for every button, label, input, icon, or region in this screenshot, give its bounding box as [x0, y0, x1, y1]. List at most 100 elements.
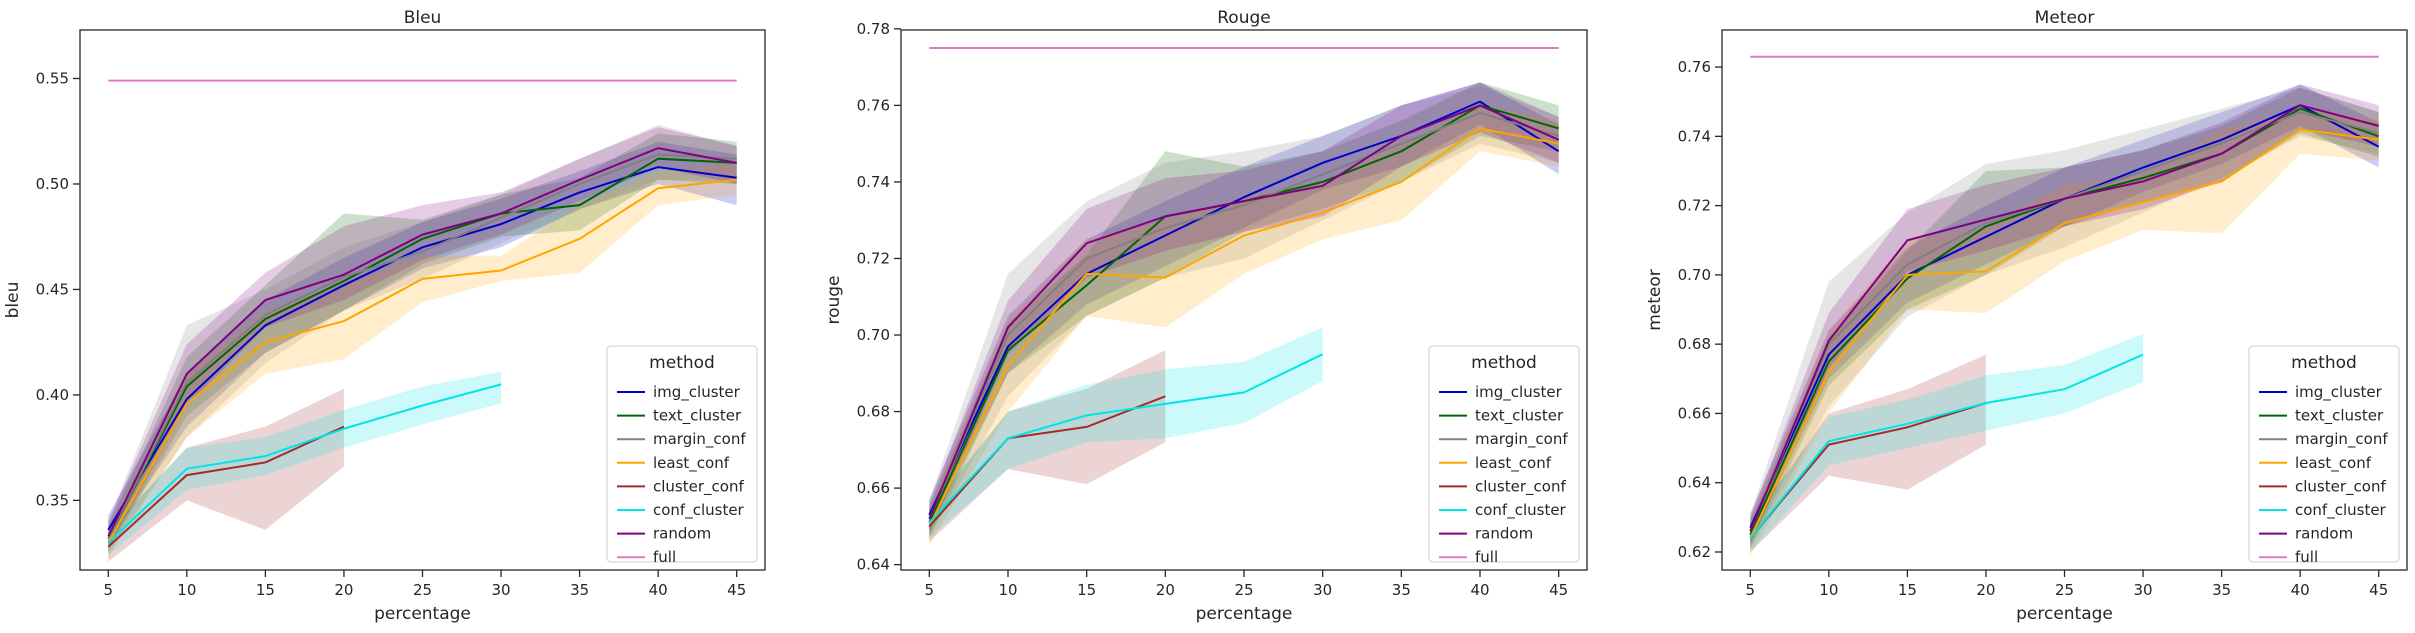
band-cluster_conf [929, 350, 1166, 542]
y-tick-label: 0.74 [857, 173, 890, 191]
x-tick-label: 15 [1077, 581, 1096, 599]
legend-label-conf_cluster: conf_cluster [1475, 501, 1567, 520]
x-axis-label: percentage [2016, 604, 2113, 624]
x-tick-label: 40 [649, 581, 668, 599]
y-tick-label: 0.68 [857, 403, 890, 421]
legend-label-random: random [1475, 525, 1533, 543]
series-line-least_conf [1749, 128, 2379, 539]
series-line-cluster_conf [928, 395, 1166, 528]
legend-box [2248, 345, 2400, 563]
series-line-conf_cluster [1749, 353, 2144, 539]
legend-label-cluster_conf: cluster_conf [1475, 477, 1566, 496]
legend-label-random: random [653, 525, 711, 543]
y-tick-label: 0.74 [1678, 127, 1711, 145]
series-line-random [928, 104, 1560, 520]
y-tick-label: 0.45 [36, 280, 69, 298]
legend-label-img_cluster: img_cluster [2295, 383, 2383, 402]
x-tick-label: 30 [492, 581, 511, 599]
legend-label-cluster_conf: cluster_conf [2295, 477, 2386, 496]
y-tick-label: 0.35 [36, 491, 69, 509]
legend-label-full: full [653, 548, 676, 566]
band-least_conf [1750, 108, 2379, 556]
legend-label-least_conf: least_conf [653, 454, 730, 473]
band-conf_cluster [929, 327, 1323, 538]
legend-label-cluster_conf: cluster_conf [653, 477, 744, 496]
y-tick-label: 0.40 [36, 386, 69, 404]
x-tick-label: 20 [1156, 581, 1175, 599]
series-line-conf_cluster [107, 383, 502, 544]
series-line-least_conf [928, 127, 1559, 527]
y-tick-label: 0.70 [1678, 266, 1711, 284]
legend-box [606, 345, 758, 563]
chart-title: Meteor [2035, 8, 2095, 28]
band-cluster_conf [108, 388, 344, 562]
x-tick-label: 45 [727, 581, 746, 599]
chart-panel-1: 5 10 15 20 25 30 35 40 45 0.64 0.66 0.68 0.70 0.72 0.7… [824, 8, 1588, 624]
y-tick-label: 0.66 [1678, 404, 1711, 422]
x-tick-label: 20 [1976, 581, 1995, 599]
series-line-random [1749, 104, 2379, 532]
legend-label-img_cluster: img_cluster [653, 383, 741, 402]
x-tick-label: 5 [1746, 581, 1756, 599]
y-tick-label: 0.76 [857, 96, 890, 114]
chart-title: Bleu [404, 8, 442, 28]
band-text_cluster [1750, 87, 2379, 549]
x-tick-label: 5 [104, 581, 114, 599]
legend-label-text_cluster: text_cluster [653, 407, 742, 426]
y-tick-label: 0.64 [1678, 474, 1711, 492]
y-tick-label: 0.78 [857, 20, 890, 38]
legend-title: method [649, 353, 715, 373]
y-tick-label: 0.50 [36, 175, 69, 193]
y-axis-label: bleu [3, 282, 23, 319]
chart-title: Rouge [1217, 8, 1270, 28]
x-tick-label: 35 [2212, 581, 2231, 599]
band-conf_cluster [1750, 333, 2144, 552]
legend-label-img_cluster: img_cluster [1475, 383, 1563, 402]
legend-label-conf_cluster: conf_cluster [653, 501, 745, 520]
band-conf_cluster [108, 371, 502, 556]
legend-label-random: random [2295, 525, 2353, 543]
x-tick-label: 10 [1819, 581, 1838, 599]
chart-panel-0: 5 10 15 20 25 30 35 40 45 0.35 0.40 0.45 0.50 0.55 Ble… [3, 8, 766, 624]
y-tick-label: 0.76 [1678, 58, 1711, 76]
x-tick-label: 25 [413, 581, 432, 599]
x-tick-label: 10 [177, 581, 196, 599]
legend-label-full: full [2295, 548, 2318, 566]
series-line-cluster_conf [1749, 402, 1987, 539]
y-tick-label: 0.66 [857, 479, 890, 497]
series-line-least_conf [107, 178, 737, 544]
legend-label-margin_conf: margin_conf [653, 430, 746, 449]
x-tick-label: 10 [998, 581, 1017, 599]
x-tick-label: 45 [2369, 581, 2388, 599]
series-line-img_cluster [107, 166, 737, 531]
x-tick-label: 20 [334, 581, 353, 599]
x-tick-label: 35 [1392, 581, 1411, 599]
legend-label-text_cluster: text_cluster [2295, 407, 2384, 426]
chart-panel-2: 5 10 15 20 25 30 35 40 45 0.62 0.64 0.66 0.68 0.70 0.7… [1645, 8, 2408, 624]
series-line-conf_cluster [928, 353, 1324, 524]
y-tick-label: 0.72 [1678, 197, 1711, 215]
band-margin_conf [1750, 87, 2379, 549]
x-tick-label: 30 [2134, 581, 2153, 599]
series-line-text_cluster [107, 157, 737, 539]
y-axis-label: rouge [824, 275, 844, 324]
legend-label-least_conf: least_conf [2295, 454, 2372, 473]
x-tick-label: 25 [2055, 581, 2074, 599]
band-img_cluster [929, 82, 1559, 531]
band-random [929, 82, 1559, 535]
x-tick-label: 5 [925, 581, 935, 599]
legend-label-text_cluster: text_cluster [1475, 407, 1564, 426]
band-margin_conf [108, 124, 737, 554]
x-tick-label: 35 [570, 581, 589, 599]
band-cluster_conf [1750, 354, 1986, 552]
legend-box [1428, 345, 1580, 563]
x-tick-label: 15 [1898, 581, 1917, 599]
legend-label-least_conf: least_conf [1475, 454, 1552, 473]
legend-label-conf_cluster: conf_cluster [2295, 501, 2387, 520]
legend-label-margin_conf: margin_conf [1475, 430, 1568, 449]
series-line-margin_conf [107, 153, 737, 539]
series-line-cluster_conf [107, 425, 345, 548]
y-tick-label: 0.72 [857, 249, 890, 267]
y-tick-label: 0.70 [857, 326, 890, 344]
series-line-margin_conf [928, 111, 1559, 520]
